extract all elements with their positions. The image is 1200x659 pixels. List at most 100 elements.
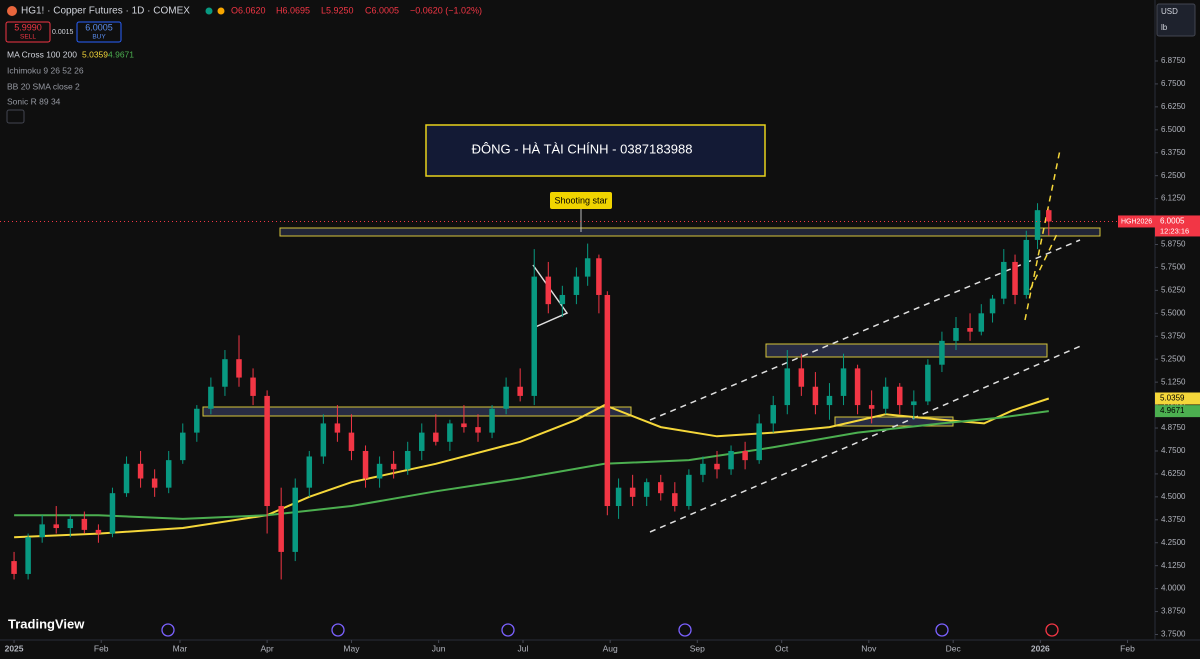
y-tick-label: 6.8750 xyxy=(1161,56,1186,65)
candle-body xyxy=(1034,210,1041,240)
candle-body xyxy=(643,482,650,497)
candle-body xyxy=(545,276,552,305)
event-icon[interactable] xyxy=(935,623,949,637)
y-tick-label: 6.1250 xyxy=(1161,194,1186,203)
candle-body xyxy=(109,493,116,534)
candle-body xyxy=(53,524,59,529)
y-tick-label: 5.7500 xyxy=(1161,263,1186,272)
candle-body xyxy=(236,359,242,378)
candle-body xyxy=(1046,210,1052,222)
y-tick-label: 6.2500 xyxy=(1161,171,1186,180)
ohlc-low: L5.9250 xyxy=(321,5,354,15)
ohlc-close: C6.0005 xyxy=(365,5,399,15)
drawings: Shooting star ĐÔNG - HÀ TÀI CHÍNH - 0387… xyxy=(202,124,1101,533)
event-icon[interactable] xyxy=(331,623,345,637)
candle-body xyxy=(447,423,453,442)
y-tick-label: 6.3750 xyxy=(1161,148,1186,157)
candle-body xyxy=(81,518,88,530)
banner: ĐÔNG - HÀ TÀI CHÍNH - 0387183988 xyxy=(472,141,693,156)
sell-price[interactable]: 5.9990 xyxy=(14,22,42,32)
trend-line xyxy=(1024,149,1061,321)
candle-body xyxy=(989,298,996,314)
event-icon[interactable] xyxy=(678,623,692,637)
candle-body xyxy=(978,313,985,332)
symbol-icon xyxy=(7,6,17,16)
unit[interactable]: lb xyxy=(1161,23,1168,32)
event-icons xyxy=(161,623,1059,637)
indicator-name: Ichimoku 9 26 52 26 xyxy=(7,65,84,75)
collapse-button[interactable] xyxy=(6,109,25,124)
y-tick-label: 5.1250 xyxy=(1161,377,1186,386)
price-tag-label: 5.0359 xyxy=(1160,394,1185,403)
plot: 3.7500 3.8750 4.0000 4.1250 4.2500 4.3750 4.50… xyxy=(0,56,1186,653)
x-tick-label: Jun xyxy=(432,643,446,653)
x-tick-label: Oct xyxy=(775,643,789,653)
moving-average xyxy=(14,410,1049,520)
candle-body xyxy=(517,386,523,396)
annotation-box xyxy=(550,192,612,209)
candle-body xyxy=(700,463,706,475)
unit-selector[interactable] xyxy=(1156,3,1196,37)
sell-button[interactable] xyxy=(5,21,51,43)
last-price-tag xyxy=(1155,215,1200,237)
candle-body xyxy=(194,408,200,433)
candle-body xyxy=(939,340,945,365)
candle-body xyxy=(404,450,411,470)
candle-body xyxy=(559,294,566,305)
y-tick-label: 4.2500 xyxy=(1161,538,1186,547)
y-tick-label: 6.6250 xyxy=(1161,102,1186,111)
candle-body xyxy=(123,463,130,494)
event-icon[interactable] xyxy=(161,623,175,637)
x-tick-label: Feb xyxy=(1120,643,1135,653)
buy-button[interactable] xyxy=(76,21,122,43)
candle-body xyxy=(25,537,31,574)
indicator-value: 5.0359 xyxy=(82,49,108,59)
spread: 0.0015 xyxy=(52,29,74,36)
x-tick-label: Dec xyxy=(946,643,962,653)
candle-body xyxy=(222,359,228,387)
candle-body xyxy=(629,487,636,497)
candle-body xyxy=(376,463,383,479)
x-tick-label: Jul xyxy=(518,643,529,653)
indicator-name: Sonic R 89 34 xyxy=(7,96,61,106)
banner-box xyxy=(425,124,766,177)
buy-price[interactable]: 6.0005 xyxy=(85,22,113,32)
y-tick-label: 5.8750 xyxy=(1161,240,1186,249)
candle-body xyxy=(362,450,369,479)
event-icon[interactable] xyxy=(501,623,515,637)
candle-body xyxy=(826,395,833,406)
candle-body xyxy=(39,524,45,538)
status-dot xyxy=(217,7,225,15)
candle-body xyxy=(11,561,17,574)
event-icon[interactable] xyxy=(1045,623,1059,637)
x-tick-label: 2026 xyxy=(1031,643,1050,653)
candle-body xyxy=(1001,261,1007,299)
candle-body xyxy=(784,368,791,406)
candle-body xyxy=(151,478,158,488)
candle-body xyxy=(306,456,313,488)
candle-body xyxy=(278,506,284,552)
x-tick-label: Apr xyxy=(260,643,273,653)
y-tick-label: 4.7500 xyxy=(1161,446,1186,455)
zone xyxy=(202,406,632,417)
candle-body xyxy=(320,423,327,457)
y-tick-label: 6.5000 xyxy=(1161,125,1186,134)
symbol-tag-box xyxy=(1118,215,1155,228)
candle-body xyxy=(770,405,776,424)
sell-label[interactable]: SELL xyxy=(20,34,36,41)
currency[interactable]: USD xyxy=(1161,7,1178,16)
candle-body xyxy=(897,386,903,406)
candle-body xyxy=(489,408,495,433)
candle-body xyxy=(165,460,172,488)
candle-body xyxy=(686,474,692,507)
y-tick-label: 3.7500 xyxy=(1161,630,1186,639)
candle-body xyxy=(868,405,875,409)
indicator-name: MA Cross 100 200 xyxy=(7,49,77,59)
zone xyxy=(279,227,1101,237)
buy-label[interactable]: BUY xyxy=(92,34,106,41)
candle-body xyxy=(840,368,847,396)
ohlc-change: −0.0620 (−1.02%) xyxy=(410,5,482,15)
candle-body xyxy=(742,450,748,461)
symbol-title: HG1! · Copper Futures · 1D · COMEX xyxy=(21,6,190,17)
